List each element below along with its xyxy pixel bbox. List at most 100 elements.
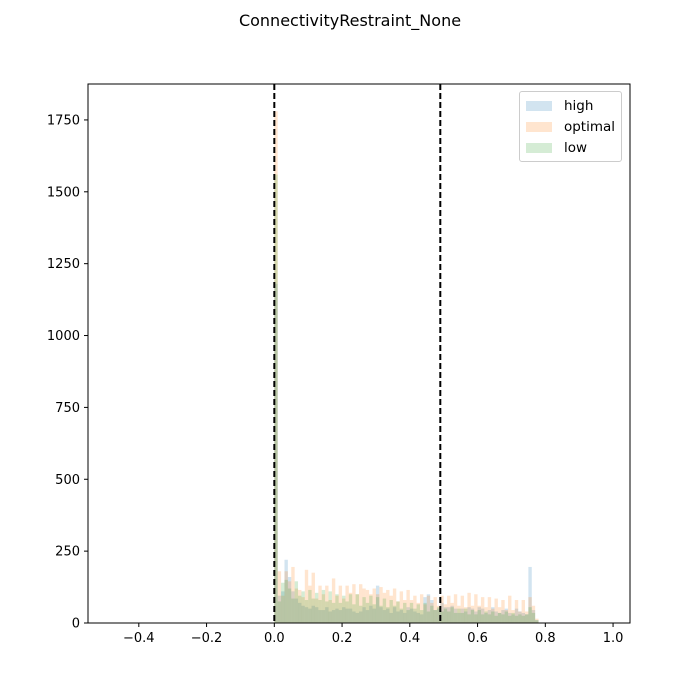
bar-low xyxy=(318,600,322,623)
bar-high xyxy=(277,595,282,623)
bar-low xyxy=(491,611,495,623)
x-tick-label: −0.4 xyxy=(123,631,155,646)
legend-swatch-optimal xyxy=(525,121,552,132)
bar-high xyxy=(416,612,420,623)
bar-high xyxy=(508,612,512,623)
bar-high xyxy=(457,612,461,623)
bar-high xyxy=(474,611,478,623)
bar-optimal xyxy=(294,588,299,623)
legend-item-high: high xyxy=(525,95,615,116)
legend-item-low: low xyxy=(525,137,615,158)
bar-optimal xyxy=(298,589,302,623)
bar-optimal xyxy=(386,589,390,623)
bar-low xyxy=(348,594,353,623)
bar-low xyxy=(521,615,525,623)
bar-optimal xyxy=(426,595,431,623)
bar-high xyxy=(335,608,339,623)
x-tick-label: 0.6 xyxy=(467,631,488,646)
bar-optimal xyxy=(379,587,383,623)
bar-high xyxy=(281,591,285,623)
bar-optimal xyxy=(501,600,505,623)
y-axis: 0 250 500 750 1000 1250 1500 1750 xyxy=(47,113,88,632)
bar-low xyxy=(474,614,478,623)
bar-optimal xyxy=(504,610,509,623)
x-tick-label: 0.4 xyxy=(399,631,420,646)
bar-optimal xyxy=(389,595,393,623)
x-tick-label: 0.0 xyxy=(264,631,285,646)
bar-high xyxy=(535,620,539,623)
bar-low xyxy=(487,614,492,623)
bar-optimal xyxy=(365,589,370,623)
bar-high xyxy=(338,610,343,623)
legend-swatch-low xyxy=(525,142,552,153)
bar-low xyxy=(274,174,278,624)
bar-optimal xyxy=(281,595,285,623)
bar-optimal xyxy=(287,581,292,623)
bar-optimal xyxy=(508,595,512,623)
bar-low xyxy=(284,579,288,623)
bar-high xyxy=(447,607,451,623)
bar-high xyxy=(443,607,448,623)
bar-optimal xyxy=(301,597,305,623)
bar-low xyxy=(433,610,437,623)
bar-high xyxy=(345,608,349,623)
bar-optimal xyxy=(277,571,282,623)
bar-high xyxy=(504,608,509,623)
bar-optimal xyxy=(369,594,373,623)
bar-optimal xyxy=(447,595,451,623)
bar-optimal xyxy=(467,592,471,623)
bar-low xyxy=(294,581,299,623)
bar-high xyxy=(399,610,404,623)
bar-low xyxy=(430,605,434,623)
bar-optimal xyxy=(325,585,329,623)
bar-low xyxy=(386,607,390,623)
bar-low xyxy=(477,610,481,623)
bar-optimal xyxy=(443,604,448,623)
bar-high xyxy=(362,607,366,623)
bar-high xyxy=(524,614,529,623)
bar-low xyxy=(355,594,359,623)
bar-low xyxy=(457,608,461,623)
bar-high xyxy=(318,610,322,623)
bar-high xyxy=(304,607,309,623)
bar-low xyxy=(450,607,454,623)
legend: high optimal low xyxy=(518,91,622,162)
bar-low xyxy=(331,602,336,623)
bar-low xyxy=(389,600,393,623)
y-tick-label: 0 xyxy=(72,617,80,632)
bar-high xyxy=(355,612,359,623)
bar-high xyxy=(426,594,431,623)
bar-low xyxy=(352,604,356,623)
series-high xyxy=(274,283,539,623)
bar-optimal xyxy=(416,602,420,623)
bar-high xyxy=(328,611,332,623)
bar-optimal xyxy=(450,602,454,623)
bar-low xyxy=(409,602,414,623)
bar-optimal xyxy=(521,600,525,623)
bar-low xyxy=(321,589,326,623)
bar-low xyxy=(508,615,512,623)
bar-optimal xyxy=(464,607,468,623)
bar-high xyxy=(518,611,522,623)
bar-high xyxy=(325,607,329,623)
y-tick-label: 250 xyxy=(55,545,80,560)
bar-optimal xyxy=(413,595,417,623)
bar-high xyxy=(464,611,468,623)
bar-low xyxy=(291,598,295,623)
bar-low xyxy=(359,605,363,623)
bar-high xyxy=(352,611,356,623)
bar-optimal xyxy=(406,589,410,623)
bar-optimal xyxy=(314,598,319,623)
bar-high xyxy=(487,610,492,623)
bar-optimal xyxy=(335,595,339,623)
bar-low xyxy=(460,612,465,623)
bar-optimal xyxy=(480,597,485,623)
bar-optimal xyxy=(359,584,363,623)
bar-low xyxy=(535,620,539,623)
bar-high xyxy=(375,585,380,623)
bar-low xyxy=(413,608,417,623)
bar-low xyxy=(335,594,339,623)
bar-optimal xyxy=(345,585,349,623)
bar-optimal xyxy=(318,585,322,623)
bar-low xyxy=(494,615,498,623)
